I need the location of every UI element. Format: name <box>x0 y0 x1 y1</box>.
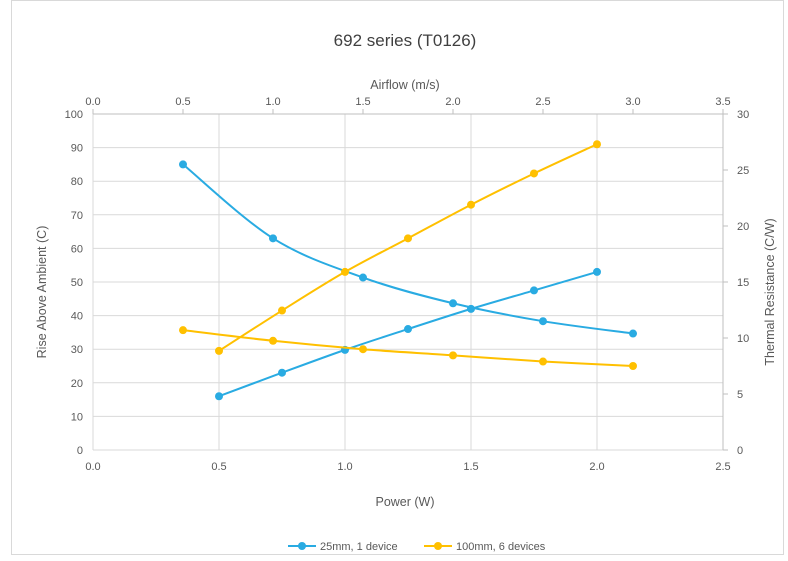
x2-tick-label: 0.0 <box>85 96 100 108</box>
x2-tick-label: 2.5 <box>535 96 550 108</box>
legend-swatch-marker <box>434 542 442 550</box>
x2-tick-label: 0.5 <box>175 96 190 108</box>
y-tick-label: 100 <box>65 109 83 121</box>
chart: 692 series (T0126) Airflow (m/s) Power (… <box>35 31 777 553</box>
x-tick-label: 2.5 <box>715 461 730 473</box>
x2-tick-label: 3.0 <box>625 96 640 108</box>
y2-axis-title: Thermal Resistance (C/W) <box>763 218 777 365</box>
y2-tick-label: 0 <box>737 445 743 457</box>
series-1-rise-vs-power-point <box>278 368 286 377</box>
series-2-rise-vs-power-point <box>215 346 223 355</box>
legend-swatch-marker <box>298 542 306 550</box>
series-2-resistance-vs-airflow-line <box>182 329 634 367</box>
series-1-resistance-vs-airflow-line <box>182 163 634 335</box>
x-axis-title: Power (W) <box>375 495 434 509</box>
series-1-rise-vs-power-point <box>404 325 412 334</box>
y-tick-label: 80 <box>71 176 83 188</box>
y-tick-label: 90 <box>71 143 83 155</box>
y2-tick-label: 5 <box>737 389 743 401</box>
y-tick-label: 0 <box>77 445 83 457</box>
x-tick-label: 0.0 <box>85 461 100 473</box>
series-2-resistance-vs-airflow-point <box>269 336 277 345</box>
x-tick-label: 0.5 <box>211 461 226 473</box>
series-2-rise-vs-power-point <box>404 234 412 243</box>
y-tick-label: 50 <box>71 277 83 289</box>
series-1-resistance-vs-airflow-point <box>449 299 457 308</box>
x2-axis-title: Airflow (m/s) <box>370 78 439 92</box>
y-axis-title: Rise Above Ambient (C) <box>35 226 49 359</box>
series-1-rise-vs-power-line <box>218 270 598 398</box>
series-2-rise-vs-power-point <box>530 169 538 178</box>
x2-tick-label: 1.0 <box>265 96 280 108</box>
series-2-rise-vs-power-point <box>593 140 601 149</box>
x2-tick-label: 1.5 <box>355 96 370 108</box>
series-2-rise-vs-power-point <box>278 306 286 315</box>
series-1-rise-vs-power-point <box>215 392 223 401</box>
x2-tick-label: 3.5 <box>715 96 730 108</box>
y-tick-label: 70 <box>71 210 83 222</box>
series-1-resistance-vs-airflow-point <box>359 273 367 282</box>
chart-title: 692 series (T0126) <box>334 31 477 50</box>
x-tick-label: 2.0 <box>589 461 604 473</box>
y2-tick-label: 10 <box>737 333 749 345</box>
series-1-resistance-vs-airflow-point <box>539 317 547 326</box>
y-tick-label: 60 <box>71 243 83 255</box>
chart-frame: 692 series (T0126) Airflow (m/s) Power (… <box>11 0 784 555</box>
x2-tick-label: 2.0 <box>445 96 460 108</box>
series-2-resistance-vs-airflow-point <box>179 326 187 335</box>
y2-tick-label: 30 <box>737 109 749 121</box>
gridlines <box>92 109 728 451</box>
y2-tick-label: 25 <box>737 165 749 177</box>
series-1-resistance-vs-airflow-point <box>179 160 187 169</box>
series-1-resistance-vs-airflow-point <box>629 329 637 338</box>
x-tick-label: 1.0 <box>337 461 352 473</box>
series-layer <box>179 140 637 401</box>
x-tick-label: 1.5 <box>463 461 478 473</box>
legend: 25mm, 1 device 100mm, 6 devices <box>288 541 546 553</box>
y-tick-label: 30 <box>71 344 83 356</box>
series-1-resistance-vs-airflow-point <box>269 234 277 243</box>
series-2-resistance-vs-airflow-point <box>449 351 457 360</box>
y-tick-label: 20 <box>71 378 83 390</box>
y2-tick-label: 20 <box>737 221 749 233</box>
series-2-resistance-vs-airflow-point <box>539 357 547 366</box>
y2-tick-label: 15 <box>737 277 749 289</box>
series-1-rise-vs-power-point <box>530 286 538 295</box>
y-tick-label: 10 <box>71 411 83 423</box>
legend-label: 25mm, 1 device <box>320 541 398 553</box>
series-2-rise-vs-power-point <box>341 267 349 276</box>
series-2-resistance-vs-airflow-point <box>359 345 367 354</box>
series-2-rise-vs-power-point <box>467 200 475 209</box>
y-tick-label: 40 <box>71 311 83 323</box>
legend-label: 100mm, 6 devices <box>456 541 546 553</box>
series-2-resistance-vs-airflow-point <box>629 362 637 370</box>
series-1-rise-vs-power-point <box>593 267 601 276</box>
